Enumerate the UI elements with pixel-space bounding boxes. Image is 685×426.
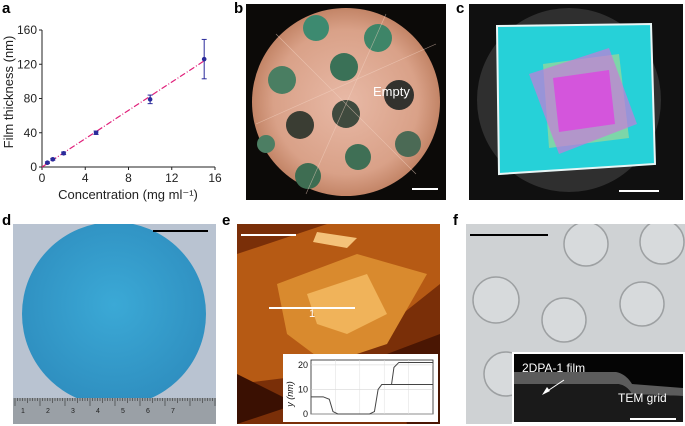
ruler-number: 6: [146, 408, 150, 415]
y-tick-label: 120: [17, 57, 37, 71]
afm-image-e: 1 0 10 20 y (nm): [237, 224, 440, 424]
profile-line: [269, 307, 355, 309]
sem-image-f: 2DPA-1 film TEM grid: [466, 224, 685, 424]
ruler-number: 3: [71, 408, 75, 415]
empty-label: Empty: [373, 84, 410, 99]
fit-line: [41, 60, 205, 168]
ruler: [13, 398, 216, 424]
profile-series: [386, 361, 433, 386]
film-label: 2DPA-1 film: [522, 361, 586, 375]
data-point: [45, 160, 50, 166]
profile-line-label: 1: [309, 308, 316, 320]
scale-bar: [412, 188, 438, 190]
scale-bar: [470, 234, 548, 236]
x-tick-label: 4: [82, 171, 89, 185]
panel-letter-b: b: [234, 0, 244, 17]
ruler-number: 4: [96, 408, 100, 415]
x-axis-label: Concentration (mg ml⁻¹): [58, 187, 198, 202]
ruler-number: 7: [171, 408, 175, 415]
scale-bar: [619, 190, 659, 192]
y-tick-label: 80: [24, 92, 38, 106]
hole-array: [472, 224, 685, 397]
x-tick-label: 12: [165, 171, 179, 185]
x-tick-label: 8: [125, 171, 132, 185]
profile-series: [311, 384, 433, 415]
film-disc: [22, 224, 206, 406]
y-tick-label: 40: [24, 126, 38, 140]
wafer-image-c: [469, 4, 683, 200]
y-tick-label: 0: [303, 409, 308, 419]
x-tick-label: 16: [208, 171, 222, 185]
data-point: [201, 56, 207, 62]
panel-letter-f: f: [453, 212, 458, 229]
y-tick-label: 10: [298, 384, 308, 394]
panel-letter-e: e: [222, 212, 231, 229]
hole-array: [257, 15, 421, 189]
data-point: [61, 151, 66, 156]
panel-letter-d: d: [2, 212, 12, 229]
data-point: [50, 156, 56, 162]
data-point: [147, 97, 153, 102]
panel-letter-c: c: [456, 0, 465, 17]
y-tick-label: 160: [17, 23, 37, 37]
ruler-number: 5: [121, 408, 125, 415]
optical-image-b: Empty: [246, 4, 446, 200]
data-point: [93, 130, 99, 136]
y-axis-label: y (nm): [285, 381, 295, 408]
inset-scale-bar: [630, 418, 676, 420]
ruler-number: 2: [46, 408, 50, 415]
height-profile-chart: 0 10 20 y (nm): [283, 354, 438, 422]
scale-bar: [153, 230, 208, 232]
y-axis-label: Film thickness (nm): [1, 36, 16, 149]
panel-letter-a: a: [2, 0, 11, 17]
ruler-number: 1: [21, 408, 25, 415]
x-tick-label: 0: [39, 171, 46, 185]
y-tick-label: 20: [298, 360, 308, 370]
grid-label: TEM grid: [618, 391, 667, 405]
y-tick-label: 0: [30, 160, 37, 174]
film-image-d: 1 2 3 4 5 6 7: [13, 224, 216, 424]
scale-bar: [241, 234, 296, 236]
